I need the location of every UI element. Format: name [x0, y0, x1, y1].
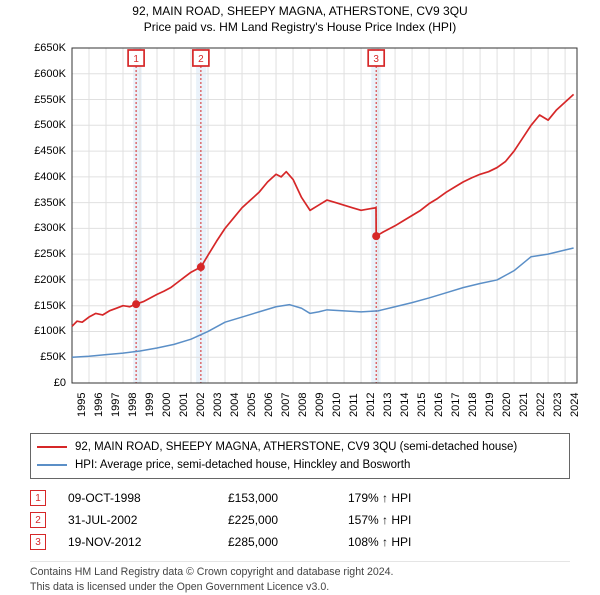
x-tick-label: 2007	[280, 393, 292, 417]
chart-title-address: 92, MAIN ROAD, SHEEPY MAGNA, ATHERSTONE,…	[0, 4, 600, 18]
x-tick-label: 2016	[433, 393, 445, 417]
chart-legend: 92, MAIN ROAD, SHEEPY MAGNA, ATHERSTONE,…	[30, 433, 570, 479]
y-tick-label: £400K	[22, 171, 66, 183]
x-tick-label: 2005	[246, 393, 258, 417]
legend-text: HPI: Average price, semi-detached house,…	[75, 459, 410, 471]
y-tick-label: £0	[22, 377, 66, 389]
legend-swatch	[37, 464, 67, 466]
legend-row: 92, MAIN ROAD, SHEEPY MAGNA, ATHERSTONE,…	[37, 438, 563, 456]
x-tick-label: 2020	[501, 393, 513, 417]
y-tick-label: £650K	[22, 42, 66, 54]
y-tick-label: £600K	[22, 68, 66, 80]
sale-marker-box: 2	[30, 512, 46, 528]
y-tick-label: £250K	[22, 248, 66, 260]
chart-title-sub: Price paid vs. HM Land Registry's House …	[0, 20, 600, 34]
y-tick-label: £550K	[22, 94, 66, 106]
y-tick-label: £500K	[22, 119, 66, 131]
sale-row: 3 19-NOV-2012£285,000108% ↑ HPI	[30, 531, 570, 553]
x-tick-label: 2024	[569, 393, 581, 417]
svg-text:3: 3	[373, 54, 379, 65]
y-tick-label: £150K	[22, 300, 66, 312]
sale-price: £225,000	[228, 513, 348, 527]
sale-diff: 157% ↑ HPI	[348, 513, 488, 527]
x-tick-label: 1998	[127, 393, 139, 417]
y-tick-label: £300K	[22, 222, 66, 234]
x-tick-label: 2002	[195, 393, 207, 417]
y-tick-label: £450K	[22, 145, 66, 157]
x-tick-label: 2000	[161, 393, 173, 417]
sale-row: 1 09-OCT-1998£153,000179% ↑ HPI	[30, 487, 570, 509]
x-tick-label: 1999	[144, 393, 156, 417]
sale-date: 09-OCT-1998	[68, 491, 228, 505]
x-tick-label: 2021	[518, 393, 530, 417]
x-tick-label: 1997	[110, 393, 122, 417]
sale-marker-box: 3	[30, 534, 46, 550]
sale-price: £153,000	[228, 491, 348, 505]
y-tick-label: £50K	[22, 351, 66, 363]
legend-row: HPI: Average price, semi-detached house,…	[37, 456, 563, 474]
sale-diff: 108% ↑ HPI	[348, 535, 488, 549]
chart-area: 1 2 3 £0 £50K £100K £150K £200K £250K £300K £350K…	[20, 40, 580, 425]
x-tick-label: 2017	[450, 393, 462, 417]
x-tick-label: 2009	[314, 393, 326, 417]
footer-line-1: Contains HM Land Registry data © Crown c…	[30, 565, 570, 580]
svg-text:1: 1	[133, 54, 139, 65]
x-tick-label: 2022	[535, 393, 547, 417]
sale-date: 19-NOV-2012	[68, 535, 228, 549]
x-tick-label: 2006	[263, 393, 275, 417]
y-tick-label: £350K	[22, 197, 66, 209]
x-tick-label: 2004	[229, 393, 241, 417]
x-tick-label: 2012	[365, 393, 377, 417]
x-tick-label: 1996	[93, 393, 105, 417]
x-tick-label: 2010	[331, 393, 343, 417]
x-tick-label: 2018	[467, 393, 479, 417]
legend-text: 92, MAIN ROAD, SHEEPY MAGNA, ATHERSTONE,…	[75, 441, 517, 453]
y-tick-label: £100K	[22, 325, 66, 337]
y-tick-label: £200K	[22, 274, 66, 286]
x-tick-label: 1995	[76, 393, 88, 417]
x-tick-label: 2023	[552, 393, 564, 417]
svg-text:2: 2	[198, 54, 204, 65]
x-tick-label: 2019	[484, 393, 496, 417]
x-tick-label: 2013	[382, 393, 394, 417]
footer-line-2: This data is licensed under the Open Gov…	[30, 580, 570, 595]
sale-price: £285,000	[228, 535, 348, 549]
sale-diff: 179% ↑ HPI	[348, 491, 488, 505]
sale-marker-box: 1	[30, 490, 46, 506]
sale-date: 31-JUL-2002	[68, 513, 228, 527]
x-tick-label: 2011	[348, 393, 360, 417]
x-tick-label: 2003	[212, 393, 224, 417]
x-tick-label: 2008	[297, 393, 309, 417]
x-tick-label: 2014	[399, 393, 411, 417]
x-tick-label: 2015	[416, 393, 428, 417]
sales-table: 1 09-OCT-1998£153,000179% ↑ HPI 2 31-JUL-20…	[30, 487, 570, 553]
sale-row: 2 31-JUL-2002£225,000157% ↑ HPI	[30, 509, 570, 531]
line-chart-svg: 1 2 3	[20, 40, 580, 425]
legend-swatch	[37, 446, 67, 448]
x-tick-label: 2001	[178, 393, 190, 417]
